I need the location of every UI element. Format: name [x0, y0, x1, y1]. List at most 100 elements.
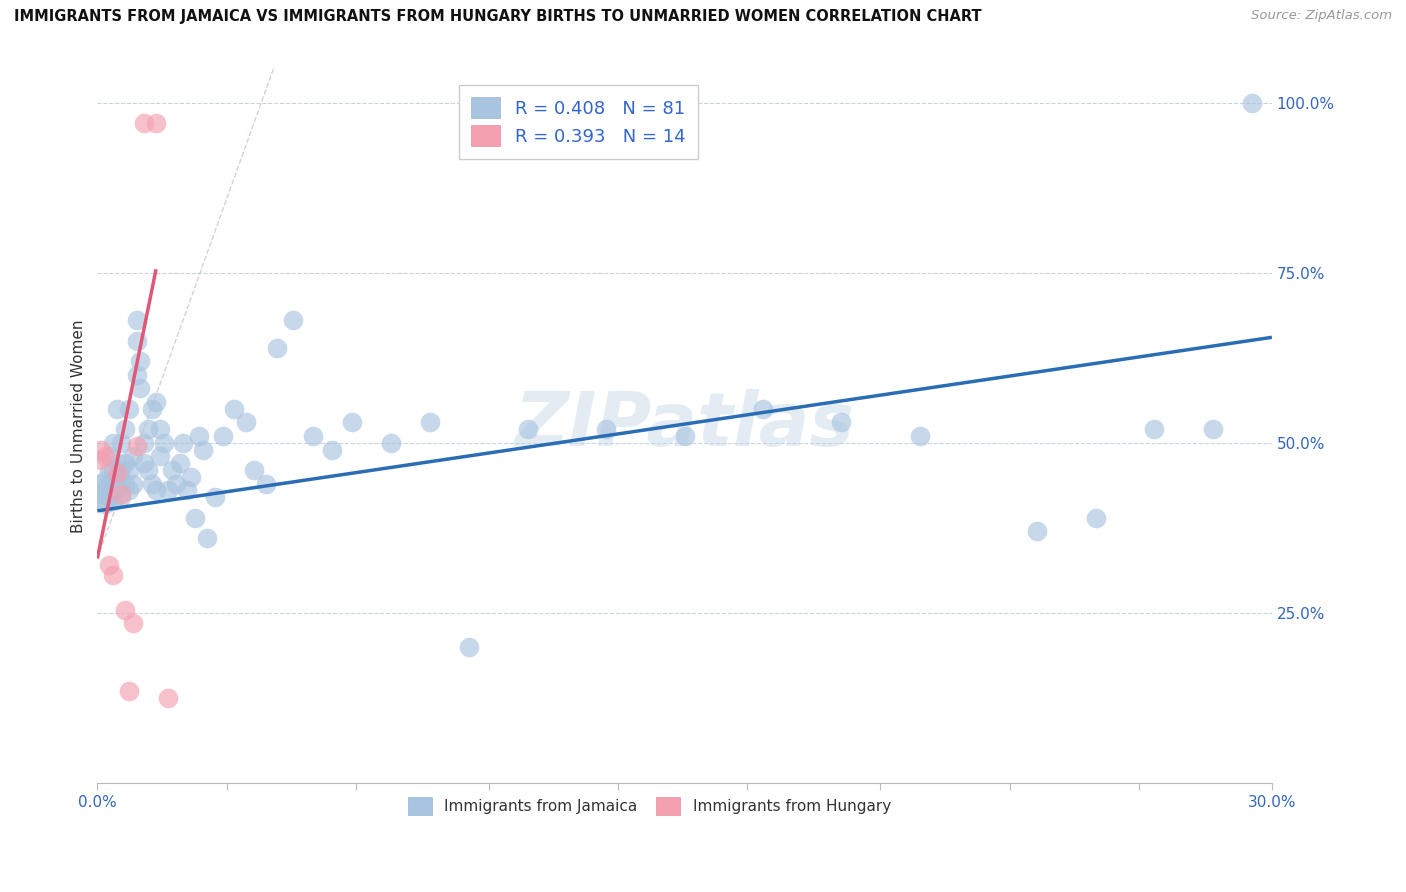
Point — [160, 463, 183, 477]
Point — [90, 493, 112, 508]
Point — [118, 463, 141, 477]
Point — [125, 368, 148, 382]
Point — [173, 435, 195, 450]
Point — [101, 483, 124, 498]
Point — [121, 616, 143, 631]
Point — [176, 483, 198, 498]
Point — [101, 463, 124, 477]
Point — [321, 442, 343, 457]
Point — [136, 422, 159, 436]
Point — [90, 442, 112, 457]
Point — [1084, 510, 1107, 524]
Point — [114, 602, 136, 616]
Point — [1026, 524, 1049, 539]
Point — [188, 429, 211, 443]
Point — [908, 429, 931, 443]
Point — [419, 416, 441, 430]
Point — [136, 463, 159, 477]
Point — [1241, 95, 1264, 110]
Text: ZIPatlas: ZIPatlas — [515, 389, 855, 462]
Point — [98, 558, 121, 573]
Point — [98, 450, 121, 464]
Point — [830, 416, 852, 430]
Point — [195, 531, 218, 545]
Point — [121, 450, 143, 464]
Point — [101, 435, 124, 450]
Point — [129, 381, 152, 395]
Point — [125, 334, 148, 348]
Point — [752, 401, 775, 416]
Point — [141, 401, 163, 416]
Point — [90, 452, 112, 467]
Point — [125, 313, 148, 327]
Point — [1143, 422, 1166, 436]
Point — [211, 429, 233, 443]
Point — [94, 450, 117, 464]
Point — [301, 429, 323, 443]
Point — [134, 435, 156, 450]
Point — [281, 313, 304, 327]
Point — [235, 416, 257, 430]
Point — [149, 422, 172, 436]
Point — [145, 483, 167, 498]
Point — [1202, 422, 1225, 436]
Point — [98, 476, 121, 491]
Point — [169, 456, 191, 470]
Point — [110, 490, 132, 504]
Point — [156, 483, 179, 498]
Point — [98, 490, 121, 504]
Legend: Immigrants from Jamaica, Immigrants from Hungary: Immigrants from Jamaica, Immigrants from… — [396, 787, 901, 825]
Point — [105, 456, 128, 470]
Point — [340, 416, 363, 430]
Point — [110, 435, 132, 450]
Point — [94, 497, 117, 511]
Point — [125, 439, 148, 453]
Point — [129, 354, 152, 368]
Point — [191, 442, 214, 457]
Point — [105, 401, 128, 416]
Point — [517, 422, 540, 436]
Point — [118, 684, 141, 698]
Point — [243, 463, 266, 477]
Point — [114, 456, 136, 470]
Point — [145, 116, 167, 130]
Point — [114, 422, 136, 436]
Y-axis label: Births to Unmarried Women: Births to Unmarried Women — [72, 319, 86, 533]
Point — [101, 568, 124, 582]
Point — [90, 487, 112, 501]
Point — [98, 463, 121, 477]
Point — [114, 476, 136, 491]
Point — [118, 483, 141, 498]
Point — [121, 476, 143, 491]
Point — [153, 435, 176, 450]
Point — [149, 450, 172, 464]
Point — [105, 470, 128, 484]
Point — [145, 395, 167, 409]
Point — [380, 435, 402, 450]
Point — [94, 483, 117, 498]
Point — [184, 510, 207, 524]
Point — [118, 401, 141, 416]
Point — [141, 476, 163, 491]
Point — [156, 690, 179, 705]
Point — [165, 476, 187, 491]
Point — [105, 467, 128, 481]
Point — [254, 476, 277, 491]
Text: IMMIGRANTS FROM JAMAICA VS IMMIGRANTS FROM HUNGARY BIRTHS TO UNMARRIED WOMEN COR: IMMIGRANTS FROM JAMAICA VS IMMIGRANTS FR… — [14, 9, 981, 24]
Point — [101, 493, 124, 508]
Point — [673, 429, 696, 443]
Point — [90, 476, 112, 491]
Point — [204, 490, 226, 504]
Point — [110, 487, 132, 501]
Point — [180, 470, 202, 484]
Point — [266, 341, 288, 355]
Text: Source: ZipAtlas.com: Source: ZipAtlas.com — [1251, 9, 1392, 22]
Point — [458, 640, 481, 654]
Point — [105, 480, 128, 494]
Point — [224, 401, 246, 416]
Point — [134, 116, 156, 130]
Point — [110, 463, 132, 477]
Point — [94, 473, 117, 487]
Point — [134, 456, 156, 470]
Point — [595, 422, 617, 436]
